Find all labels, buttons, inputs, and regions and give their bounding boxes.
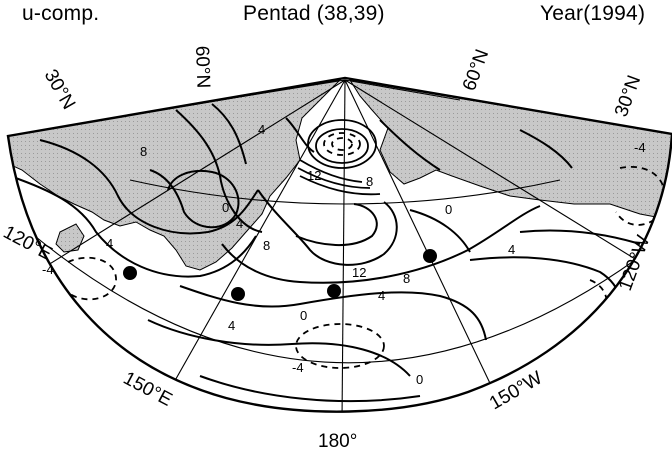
- contour-label: 12: [307, 168, 321, 183]
- variable-title: u-comp.: [22, 2, 100, 25]
- contour-label: 4: [378, 288, 385, 303]
- station-markers: [123, 249, 437, 301]
- pentad-title: Pentad (38,39): [243, 2, 385, 25]
- contour-label: 0: [416, 372, 423, 387]
- lon-label-150w: 150°W: [486, 367, 546, 414]
- contour-label: -4: [634, 140, 646, 155]
- map-frame: [6, 76, 672, 413]
- contour-label: 4: [228, 318, 235, 333]
- lat-label-30n-west: 30°N: [40, 66, 79, 113]
- lat-label-60n-west: 60°N: [191, 45, 213, 88]
- contour-label: 4: [508, 242, 515, 257]
- lat-label-60n-east: 60°N: [459, 47, 493, 94]
- contour-label: -4: [292, 360, 304, 375]
- jet-core: [297, 119, 381, 196]
- station-marker: [327, 284, 341, 298]
- land-asia: [8, 79, 342, 271]
- contours-solid: [9, 103, 641, 403]
- station-marker: [231, 287, 245, 301]
- contour-labels: 8 12 8 4 8 4 0 4 12 8 4 0 4 -4 -4 4 0 0 …: [42, 122, 646, 387]
- contour-label: 0: [300, 308, 307, 323]
- lon-label-180: 180°: [318, 431, 357, 452]
- contour-label: 0: [222, 200, 229, 215]
- lon-label-120w: 120°W: [615, 233, 654, 294]
- contour-label: 12: [352, 265, 366, 280]
- land-japan: [55, 223, 85, 253]
- lat-label-30n-east: 30°N: [611, 73, 645, 120]
- contour-label: 4: [258, 122, 265, 137]
- station-marker: [123, 266, 137, 280]
- contour-label: 8: [403, 271, 410, 286]
- contour-label: 4: [236, 216, 243, 231]
- contour-label: 0: [445, 202, 452, 217]
- year-title: Year(1994): [540, 2, 646, 25]
- contour-label: 8: [366, 174, 373, 189]
- lon-label-120e: 120°E: [0, 222, 55, 265]
- contour-label: 8: [263, 238, 270, 253]
- contour-label: -4: [42, 262, 54, 277]
- contour-label: 8: [140, 144, 147, 159]
- station-marker: [423, 249, 437, 263]
- contour-label: 4: [106, 236, 113, 251]
